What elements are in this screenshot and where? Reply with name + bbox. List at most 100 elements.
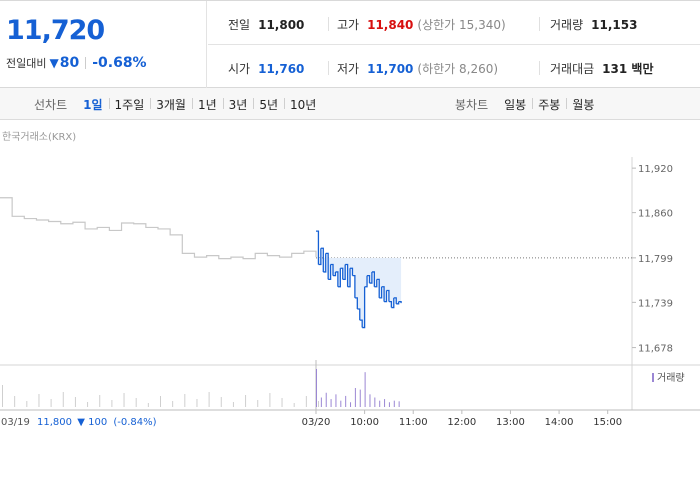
line-chart-periods: 선차트 1일 1주일 3개월 1년 3년 5년 10년 bbox=[34, 88, 322, 120]
volume-bar bbox=[398, 401, 400, 407]
today-price-segment bbox=[369, 271, 373, 284]
svg-text:03/19 11,800 ▼: 03/19 11,800 ▼ 100 (-0.84%) bbox=[1, 417, 157, 428]
x-tick-label: 15:00 bbox=[593, 417, 622, 428]
today-price-segment bbox=[342, 264, 346, 281]
price-summary: 11,720 전일대비 ▼ 80 -0.68% 전일 11,800 고가 11,… bbox=[0, 0, 700, 88]
period-10y-button[interactable]: 10년 bbox=[284, 96, 322, 113]
today-price-segment bbox=[318, 248, 322, 266]
current-price: 11,720 bbox=[6, 15, 105, 46]
footer-change: 100 bbox=[88, 417, 107, 428]
stat-value: 11,700 bbox=[367, 62, 414, 76]
today-price-segment bbox=[350, 267, 354, 276]
period-1d-button[interactable]: 1일 bbox=[83, 97, 103, 112]
prev-day-volume-bar bbox=[50, 399, 52, 407]
x-axis: 03/20 10:00 11:00 12:00 13:00 14:00 15:00 bbox=[302, 410, 622, 428]
y-axis: 11,920 11,860 11,799 11,739 11,678 bbox=[632, 164, 673, 355]
y-tick-label: 11,739 bbox=[638, 298, 673, 309]
x-tick-label: 12:00 bbox=[447, 417, 476, 428]
today-price-segment bbox=[325, 252, 329, 280]
stat-divider bbox=[539, 61, 540, 75]
change-value: 80 bbox=[59, 55, 80, 71]
stat-high: 고가 11,840 (상한가 15,340) bbox=[337, 16, 506, 33]
prev-day-volume-bar bbox=[281, 398, 283, 407]
volume-bar bbox=[345, 395, 347, 407]
candle-weekly-button[interactable]: 주봉 bbox=[532, 96, 566, 113]
volume-bar bbox=[325, 392, 327, 407]
prev-day-volume-bar bbox=[172, 401, 174, 407]
volume-bar bbox=[340, 400, 342, 407]
stat-value: 11,153 bbox=[591, 18, 638, 32]
period-3y-button[interactable]: 3년 bbox=[222, 96, 254, 113]
today-price-segment bbox=[333, 271, 337, 277]
period-1y-button[interactable]: 1년 bbox=[191, 96, 223, 113]
volume-bar bbox=[369, 394, 371, 407]
volume-bar bbox=[320, 397, 322, 407]
period-1w-button[interactable]: 1주일 bbox=[108, 96, 151, 113]
today-price-segment bbox=[345, 263, 349, 287]
stat-label: 시가 bbox=[228, 62, 251, 76]
footer-percent: (-0.84%) bbox=[113, 417, 156, 428]
period-5y-button[interactable]: 5년 bbox=[253, 96, 284, 113]
today-price-segment bbox=[388, 300, 393, 308]
today-price-segment bbox=[391, 297, 395, 309]
x-tick-label: 11:00 bbox=[399, 417, 428, 428]
stat-divider bbox=[328, 17, 329, 31]
prev-day-volume-bar bbox=[232, 402, 234, 407]
prev-day-volume-bar bbox=[293, 403, 295, 407]
prev-day-volume-bar bbox=[2, 385, 3, 407]
stat-value: 11,800 bbox=[258, 18, 305, 32]
stat-label: 전일 bbox=[228, 18, 251, 32]
today-price-segment bbox=[379, 286, 383, 299]
prev-day-volume-bar bbox=[147, 403, 149, 407]
volume-legend-label: 거래량 bbox=[657, 372, 685, 384]
prev-day-volume-bar bbox=[318, 401, 319, 407]
stat-value: 11,760 bbox=[258, 62, 305, 76]
stat-volume: 거래량 11,153 bbox=[550, 16, 637, 33]
stats-grid: 전일 11,800 고가 11,840 (상한가 15,340) 거래량 11,… bbox=[208, 1, 700, 88]
volume-bar bbox=[388, 402, 390, 407]
today-price-segment bbox=[335, 271, 339, 287]
prev-day-volume-bar bbox=[74, 397, 76, 407]
prev-day-volume-bar bbox=[208, 392, 210, 407]
stat-open: 시가 11,760 bbox=[228, 60, 304, 77]
today-price-segment bbox=[386, 289, 390, 302]
current-price-box: 11,720 전일대비 ▼ 80 -0.68% bbox=[0, 1, 207, 88]
stat-prev-close: 전일 11,800 bbox=[228, 16, 304, 33]
prev-day-volume-bar bbox=[245, 395, 247, 407]
footer-arrow: ▼ bbox=[77, 417, 85, 428]
today-price-segment bbox=[381, 286, 385, 302]
today-price-segment bbox=[316, 230, 320, 265]
volume-bars bbox=[2, 369, 400, 407]
source-label: 한국거래소(KRX) bbox=[2, 131, 76, 143]
y-tick-label: 11,799 bbox=[638, 254, 673, 265]
x-tick-label: 14:00 bbox=[545, 417, 574, 428]
today-price-segment bbox=[359, 319, 363, 328]
today-price-segment bbox=[357, 308, 361, 321]
prev-day-volume-bar bbox=[196, 399, 198, 407]
y-tick-label: 11,678 bbox=[638, 344, 673, 355]
chart-area: 한국거래소(KRX) 11,920 11,860 11,799 11,739 11,67… bbox=[0, 120, 700, 490]
today-price-segment bbox=[347, 268, 351, 288]
volume-bar bbox=[335, 394, 337, 407]
volume-bar bbox=[330, 399, 332, 407]
today-price-segment bbox=[340, 267, 344, 280]
candle-monthly-button[interactable]: 월봉 bbox=[566, 96, 600, 113]
volume-bar bbox=[350, 402, 352, 407]
candle-chart-periods: 봉차트 일봉 주봉 월봉 bbox=[455, 88, 600, 120]
candle-daily-button[interactable]: 일봉 bbox=[504, 97, 527, 112]
today-price-segment bbox=[371, 271, 375, 287]
volume-bar bbox=[374, 397, 376, 407]
today-price-segment bbox=[374, 279, 378, 288]
period-3m-button[interactable]: 3개월 bbox=[150, 96, 192, 113]
stat-low: 저가 11,700 (하한가 8,260) bbox=[337, 60, 498, 77]
today-price-segment bbox=[320, 247, 324, 272]
x-tick-label: 10:00 bbox=[350, 417, 379, 428]
y-tick-label: 11,860 bbox=[638, 209, 673, 220]
chart-lines bbox=[0, 197, 402, 329]
stat-divider bbox=[328, 61, 329, 75]
footer-date: 03/19 bbox=[1, 417, 30, 428]
chart-grid bbox=[0, 157, 700, 411]
prev-day-volume-bar bbox=[220, 397, 222, 407]
prev-day-volume-bar bbox=[160, 396, 161, 407]
today-price-segment bbox=[364, 275, 368, 288]
